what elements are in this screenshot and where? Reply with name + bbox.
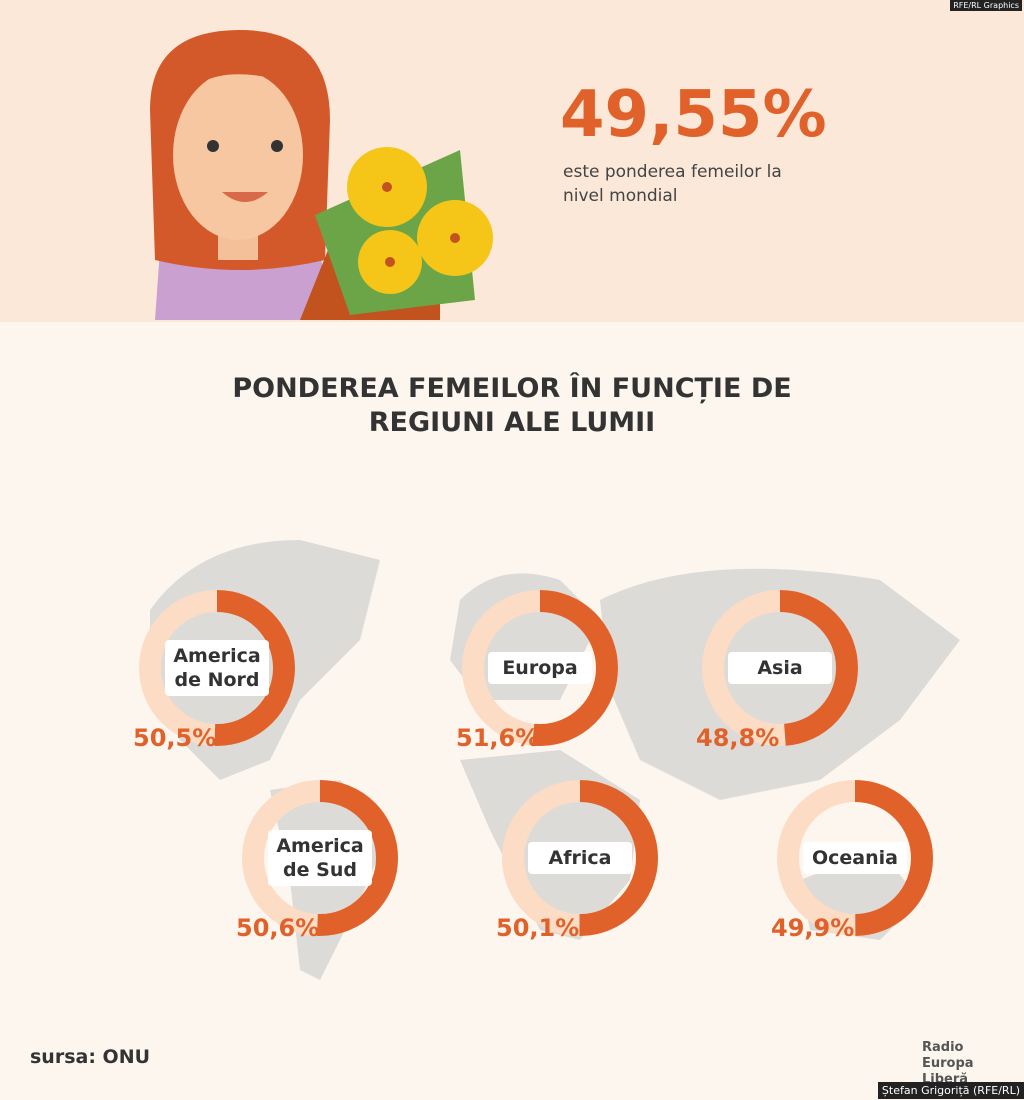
value-label: 50,5% [133, 724, 217, 752]
ring-value [462, 590, 618, 746]
value-label: 49,9% [771, 914, 855, 942]
value-label: 51,6% [456, 724, 540, 752]
header-band [0, 0, 1024, 322]
ring-value [242, 780, 398, 936]
value-label: 50,1% [496, 914, 580, 942]
region-name: Asia [728, 652, 832, 684]
credit: Ștefan Grigoriță (RFE/RL) [877, 1082, 1024, 1099]
title: PONDEREA FEMEILOR ÎN FUNCȚIE DE REGIUNI … [232, 373, 792, 438]
region-name: America de Sud [268, 830, 372, 886]
region-name: Oceania [803, 842, 907, 874]
ring-value [502, 780, 658, 936]
source: sursa: ONU [30, 1046, 151, 1068]
region-name: America de Nord [165, 640, 269, 696]
value-label: 50,6% [236, 914, 320, 942]
credit-top: RFE/RL Graphics [950, 0, 1022, 11]
ring-value [702, 590, 858, 746]
headline-text: este ponderea femeilor la nivel mondial [563, 162, 782, 206]
value-label: 48,8% [696, 724, 780, 752]
logo: Radio Europa Liberă [922, 1040, 974, 1087]
region-name: Europa [488, 652, 592, 684]
headline-value: 49,55% [560, 78, 827, 152]
region-name: Africa [528, 842, 632, 874]
ring-value [139, 590, 295, 746]
illustration [150, 30, 493, 320]
ring-value [777, 780, 933, 936]
